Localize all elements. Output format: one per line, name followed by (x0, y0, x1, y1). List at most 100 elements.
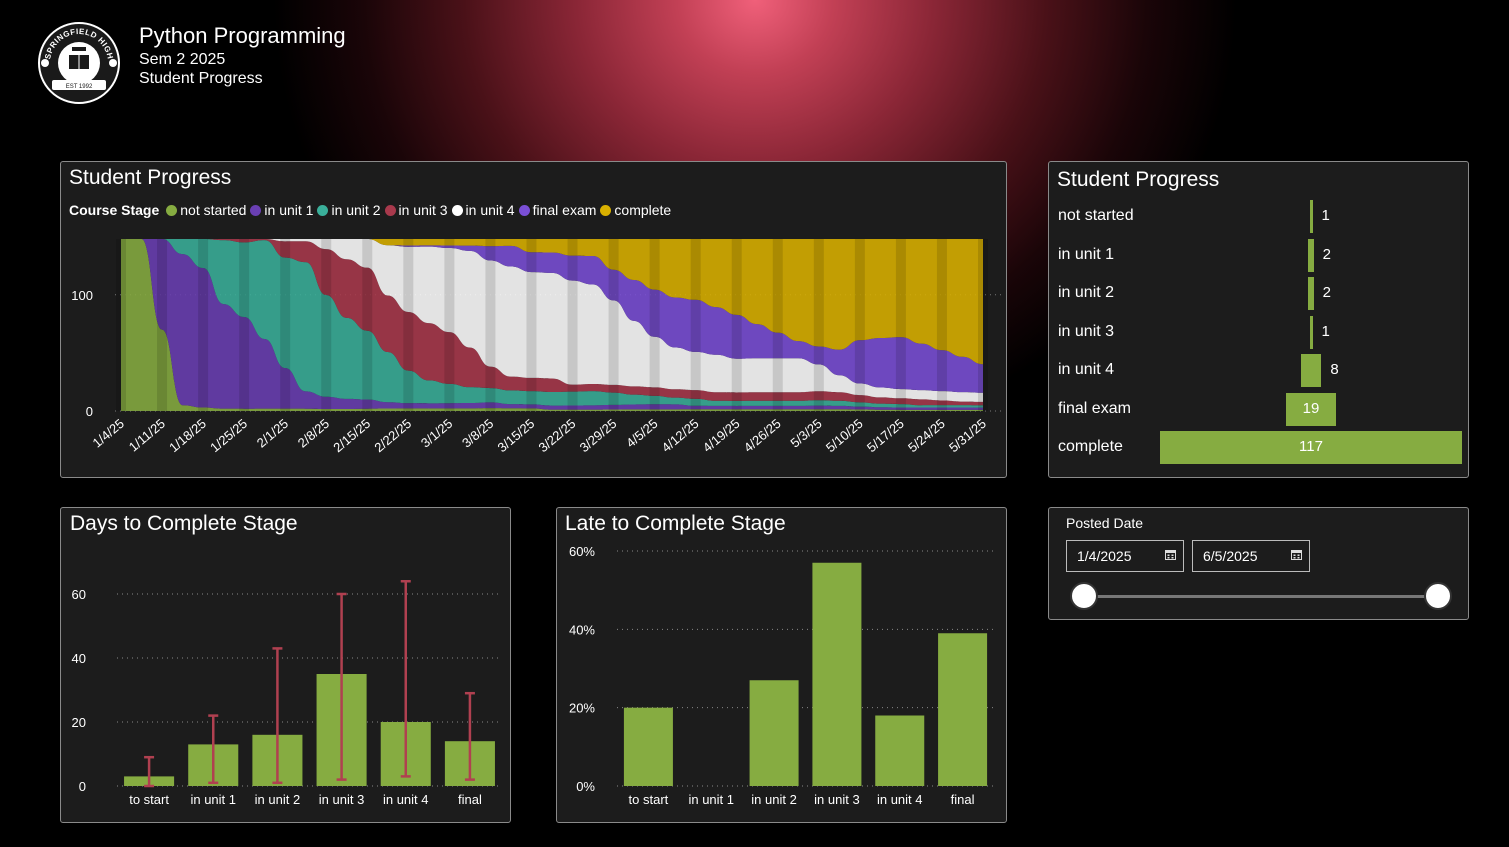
period-band (608, 239, 619, 411)
y-tick-label: 0% (576, 779, 595, 794)
legend-label: not started (180, 202, 247, 218)
semester-label: Sem 2 2025 (139, 51, 226, 68)
period-band (403, 239, 414, 411)
stage-row[interactable]: in unit 1 2 (1058, 237, 1463, 273)
bar (938, 633, 988, 786)
legend-label: in unit 3 (398, 202, 448, 218)
end-date-input[interactable]: 6/5/2025 (1192, 540, 1310, 572)
stream-chart[interactable]: 0 100 1/4/251/11/251/18/251/25/25 2/1/25 2/8… (61, 162, 1006, 477)
stage-bar[interactable] (1300, 354, 1322, 387)
stage-bar[interactable] (1309, 315, 1313, 349)
legend-title: Course Stage (69, 202, 160, 218)
period-band (567, 239, 578, 411)
legend-dot (451, 204, 463, 216)
legend-item-in-unit-1[interactable]: in unit 1 (250, 202, 313, 218)
stage-bar[interactable] (1308, 238, 1314, 272)
x-tick-label: 1/4/25 (90, 416, 127, 451)
x-tick-label: in unit 3 (319, 792, 365, 807)
stage-row[interactable]: complete 117 (1058, 429, 1463, 465)
stage-row[interactable]: in unit 3 1 (1058, 314, 1463, 350)
x-tick-label: 3/1/25 (418, 416, 455, 451)
legend-label: final exam (532, 202, 597, 218)
date-range-end-handle[interactable] (1424, 582, 1452, 610)
calendar-icon[interactable] (1165, 549, 1176, 560)
stage-row[interactable]: in unit 2 2 (1058, 275, 1463, 311)
period-band (895, 239, 906, 411)
x-tick-label: final (951, 792, 975, 807)
stage-row[interactable]: not started 1 (1058, 198, 1463, 234)
x-tick-label: to start (129, 792, 169, 807)
bar (812, 562, 862, 786)
series-area-complete (121, 239, 983, 365)
days-to-complete-chart[interactable]: 0 20 40 60 to start in unit 1 in unit 2 in unit… (61, 508, 510, 822)
x-tick-label: 2/8/25 (295, 416, 332, 451)
x-tick-label: 1/11/25 (126, 416, 168, 455)
x-tick-label: 4/19/25 (700, 416, 743, 455)
course-stage-legend: Course Stage not started in unit 1 in un… (69, 202, 675, 218)
posted-date-label: Posted Date (1066, 515, 1144, 531)
legend-item-complete[interactable]: complete (600, 202, 671, 218)
x-tick-label: 2/15/25 (330, 416, 373, 455)
stage-label: in unit 1 (1058, 245, 1115, 263)
period-band (649, 239, 660, 411)
x-tick-label: 5/24/25 (905, 416, 948, 455)
stage-row[interactable]: final exam 19 (1058, 391, 1463, 427)
period-band (321, 239, 332, 411)
legend-item-not-started[interactable]: not started (166, 202, 246, 218)
legend-dot (384, 204, 396, 216)
y-tick-label: 20% (569, 701, 595, 716)
stage-bar[interactable] (1309, 200, 1313, 233)
page-subtitle: Student Progress (139, 70, 263, 87)
student-progress-stream-panel: Student Progress Course Stage not starte… (60, 161, 1007, 478)
y-tick-label: 0 (86, 404, 93, 419)
stage-bar[interactable] (1286, 392, 1336, 426)
x-tick-label: 5/17/25 (864, 416, 907, 455)
y-tick-label: 0 (79, 779, 86, 794)
legend-dot (250, 204, 262, 216)
legend-item-in-unit-4[interactable]: in unit 4 (451, 202, 515, 218)
school-est: EST 1992 (66, 84, 93, 90)
x-tick-label: 5/31/25 (946, 416, 989, 455)
late-panel-title: Late to Complete Stage (565, 512, 786, 535)
y-tick-label: 100 (71, 288, 93, 303)
y-tick-label: 40% (569, 622, 595, 637)
x-tick-label: in unit 1 (190, 792, 236, 807)
stage-bar[interactable] (1160, 431, 1462, 464)
period-band (485, 239, 496, 411)
stage-bar[interactable] (1308, 277, 1314, 310)
legend-item-final-exam[interactable]: final exam (518, 202, 597, 218)
period-band (280, 239, 291, 411)
late-to-complete-chart[interactable]: 0% 20% 40% 60% to start in unit 1 in unit 2 in … (557, 508, 1006, 822)
legend-item-in-unit-2[interactable]: in unit 2 (317, 202, 381, 218)
stage-row[interactable]: in unit 4 8 (1058, 352, 1463, 388)
stage-label: in unit 2 (1058, 284, 1115, 301)
x-tick-label: in unit 2 (255, 792, 301, 807)
x-tick-label: final (458, 792, 482, 807)
legend-item-in-unit-3[interactable]: in unit 3 (384, 202, 448, 218)
stage-label: not started (1058, 207, 1134, 224)
legend-label: in unit 1 (264, 202, 314, 218)
x-tick-label: 4/12/25 (659, 416, 702, 455)
x-tick-label: 3/29/25 (577, 416, 620, 455)
x-tick-label: 2/1/25 (254, 416, 291, 451)
start-date-input[interactable]: 1/4/2025 (1066, 540, 1184, 572)
period-band (978, 239, 988, 411)
period-band (854, 239, 865, 411)
stage-value: 1 (1321, 322, 1330, 340)
school-logo: SPRINGFIELD HIGH EST 1992 (38, 22, 120, 104)
x-tick-label: 3/22/25 (536, 416, 579, 455)
stage-label: final exam (1058, 399, 1131, 417)
period-band (157, 239, 168, 411)
date-range-slider-track[interactable] (1083, 595, 1439, 598)
period-band (198, 239, 209, 411)
calendar-icon[interactable] (1291, 549, 1302, 560)
x-tick-label: 2/22/25 (371, 416, 414, 455)
days-panel-title: Days to Complete Stage (70, 512, 298, 535)
stage-value: 19 (1302, 399, 1320, 417)
late-to-complete-panel: Late to Complete Stage 0% 20% 40% 60% to sta… (556, 507, 1007, 823)
date-range-start-handle[interactable] (1070, 582, 1098, 610)
x-tick-label: 5/10/25 (823, 416, 866, 455)
period-band (526, 239, 537, 411)
bar (875, 715, 925, 786)
